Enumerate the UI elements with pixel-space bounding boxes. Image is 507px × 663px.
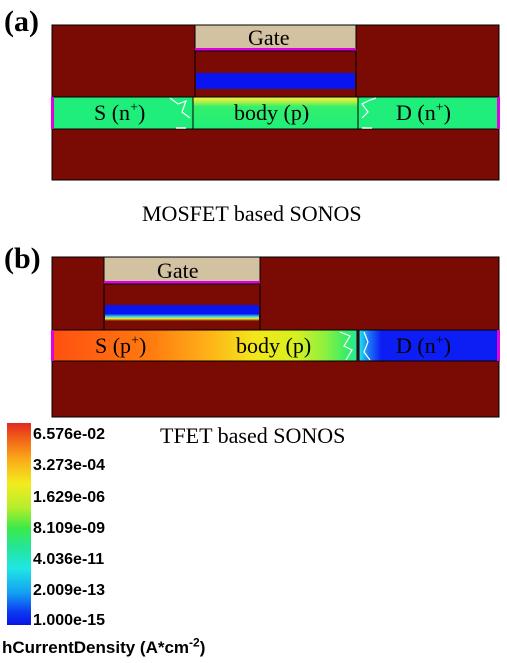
mosfet-body-region: [192, 96, 359, 130]
tfet-sonos-diagram: [51, 256, 500, 418]
mosfet-drain-junction-line: [361, 97, 377, 119]
mosfet-gate-electrode: [194, 24, 357, 50]
tfet-body-label: body (p): [236, 333, 312, 358]
tfet-gate-edge: [104, 281, 260, 284]
tfet-source-contact: [51, 330, 54, 361]
mosfet-source-label: S (n+): [94, 100, 146, 125]
tfet-source-label: S (p+): [95, 333, 147, 358]
colorbar-tick: 1.629e-06: [33, 489, 106, 506]
colorbar-title: hCurrentDensity (A*cm-2): [2, 635, 206, 657]
mosfet-drain-contact: [497, 97, 500, 129]
mosfet-source-contact: [51, 97, 54, 129]
mosfet-sonos-diagram: [51, 24, 500, 181]
mosfet-caption: MOSFET based SONOS: [142, 201, 362, 226]
tfet-gate-electrode: [103, 256, 261, 283]
mosfet-source-junction-line: [169, 97, 191, 119]
tfet-drain-region: [358, 329, 499, 362]
mosfet-drain-label: D (n+): [396, 100, 451, 125]
panel-a-label: (a): [4, 5, 39, 38]
colorbar-tick: 1.000e-15: [33, 612, 106, 629]
tfet-drain-contact: [497, 330, 500, 361]
tfet-tunnel-junction-line: [339, 331, 353, 361]
colorbar-gradient: [7, 423, 31, 625]
colorbar-tick: 3.273e-04: [33, 457, 106, 474]
tfet-source-body-region: [52, 329, 358, 362]
mosfet-gate-edge: [195, 48, 356, 51]
tfet-caption: TFET based SONOS: [160, 423, 346, 448]
mosfet-gate-label: Gate: [248, 25, 290, 50]
mosfet-body-label: body (p): [234, 100, 310, 125]
colorbar-tick: 6.576e-02: [33, 426, 106, 443]
panel-b-label: (b): [4, 242, 41, 275]
tfet-gate-label: Gate: [157, 258, 199, 283]
tfet-drain-label: D (n+): [396, 333, 451, 358]
colorbar-tick: 2.009e-13: [33, 582, 106, 599]
mosfet-charge-trap-layer: [196, 73, 355, 89]
colorbar-tick: 8.109e-09: [33, 520, 106, 537]
tfet-drain-junction-line: [363, 331, 371, 361]
colorbar-tick: 4.036e-11: [33, 551, 105, 568]
tfet-charge-trap-layer: [105, 305, 259, 321]
current-density-colorbar: [7, 423, 31, 625]
